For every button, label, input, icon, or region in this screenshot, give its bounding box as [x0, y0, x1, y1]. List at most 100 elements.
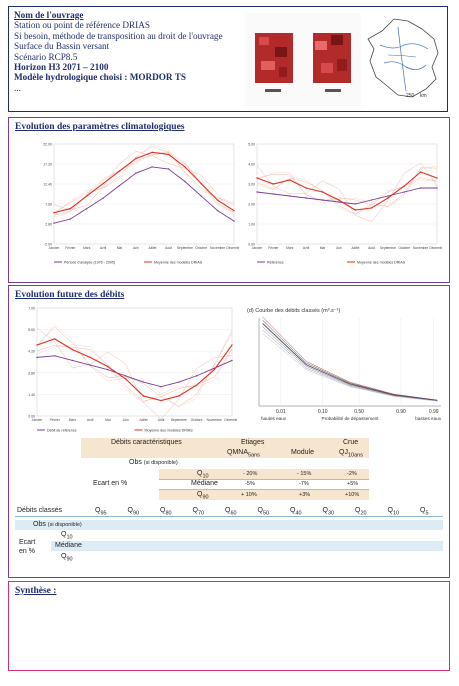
- classified-flows-table: Débits classés Q95 Q90 Q80 Q70 Q60 Q50 Q40 Q30 Q…: [15, 506, 443, 570]
- x-tick-label: Août: [368, 246, 375, 250]
- x-tick-label: Octobre: [398, 246, 410, 250]
- x-tick-label: Février: [50, 418, 61, 422]
- table1-sub-qj: QJ10ans: [339, 449, 363, 459]
- data-point: [167, 168, 170, 170]
- data-point: [184, 180, 186, 183]
- x-tick-label: Janvier: [32, 418, 44, 422]
- table1-q10-module: - 15%: [297, 471, 312, 477]
- flow-section-title: Evolution future des débits: [15, 290, 125, 300]
- duration-curve: [262, 316, 438, 401]
- model-line: [36, 327, 233, 420]
- data-point: [178, 395, 180, 397]
- data-point: [53, 222, 55, 224]
- data-point: [107, 369, 109, 371]
- series-line: [256, 187, 437, 205]
- data-point: [305, 197, 307, 199]
- duration-curve: [262, 329, 438, 402]
- data-point: [216, 209, 219, 212]
- data-point: [195, 384, 198, 386]
- table1-q90-qj: +10%: [345, 492, 360, 498]
- data-point: [213, 369, 215, 371]
- x-tick-label: Août: [158, 418, 165, 422]
- data-point: [256, 191, 258, 193]
- model-line: [36, 345, 233, 402]
- data-point: [321, 191, 324, 193]
- y-tick-label: 0.00: [28, 415, 35, 419]
- data-point: [354, 209, 356, 211]
- x-tick-label: Janvier: [252, 246, 264, 250]
- plot-area: [53, 143, 235, 245]
- table2-column-header: Q10: [387, 507, 400, 517]
- legend-label: Période d'analyse (1976 - 2005): [64, 260, 115, 264]
- data-point: [118, 184, 121, 187]
- y-tick-label: 2.00: [248, 203, 255, 207]
- project-name: Nom de l'ouvrage: [14, 10, 84, 20]
- y-tick-label: 3.00: [248, 183, 255, 187]
- data-point: [195, 375, 198, 377]
- model-line: [53, 145, 235, 213]
- x-tick-label: 0.10: [318, 409, 328, 415]
- scale-unit: km: [420, 93, 427, 99]
- y-tick-label: 1.40: [28, 393, 35, 397]
- data-point: [151, 166, 153, 168]
- x-tick-label: Novembre: [207, 418, 222, 422]
- data-point: [160, 385, 162, 388]
- table2-ecart-label: Ecart en %: [19, 539, 36, 555]
- x-tick-label: Mars: [83, 246, 91, 250]
- data-point: [89, 356, 91, 359]
- data-point: [69, 207, 72, 210]
- x-tick-label: Décembre: [224, 418, 237, 422]
- x-label-left: hautes eaux: [261, 416, 287, 421]
- data-point: [354, 203, 356, 205]
- table2-column-header: Q40: [290, 507, 302, 517]
- x-label-mid: Probabilité de dépassement: [322, 416, 380, 421]
- data-point: [53, 212, 55, 214]
- y-tick-label: 2.80: [28, 371, 35, 375]
- ellipsis-line: ...: [14, 82, 21, 93]
- table1-sub-module: Module: [291, 449, 314, 456]
- data-point: [167, 153, 170, 156]
- data-point: [54, 338, 56, 340]
- data-point: [419, 171, 422, 173]
- data-point: [36, 344, 38, 346]
- data-point: [216, 199, 219, 201]
- y-tick-label: 5.60: [28, 328, 35, 332]
- data-point: [86, 207, 88, 210]
- x-tick-label: Septembre: [380, 246, 396, 250]
- table1-row-q90-label: Q90: [197, 491, 209, 501]
- table1-q90-qmna: + 10%: [241, 492, 257, 498]
- x-tick-label: Décembre: [226, 246, 239, 250]
- data-point: [436, 187, 438, 189]
- data-point: [71, 359, 74, 362]
- data-point: [135, 157, 137, 160]
- legend-label: Moyenne des modèles DRIAS: [154, 260, 203, 264]
- data-point: [289, 179, 291, 181]
- data-point: [289, 195, 291, 197]
- y-tick-label: -2.00: [44, 243, 52, 247]
- data-point: [272, 183, 275, 185]
- table1-sub-qmna: QMNA5ans: [227, 449, 260, 459]
- x-tick-label: Janvier: [49, 246, 61, 250]
- model-line: [53, 150, 235, 216]
- x-tick-label: Février: [65, 246, 76, 250]
- data-point: [387, 195, 389, 197]
- data-point: [118, 170, 121, 172]
- series-line: [53, 151, 235, 214]
- data-point: [69, 218, 72, 220]
- x-tick-label: 0.01: [276, 409, 286, 415]
- flow-section: Evolution future des débits 0.00 1.40 2.80…: [8, 285, 450, 578]
- data-point: [102, 197, 104, 199]
- series-line: [36, 338, 233, 402]
- data-point: [387, 197, 389, 199]
- synthesis-title: Synthèse :: [15, 586, 57, 596]
- data-point: [419, 187, 422, 189]
- table1-header-label: Débits caractéristiques: [111, 439, 182, 446]
- table2-column-header: Q95: [95, 507, 107, 517]
- data-point: [231, 344, 233, 346]
- x-tick-label: Juin: [133, 246, 139, 250]
- data-point: [403, 191, 405, 193]
- table1-q10-qj: -2%: [347, 471, 357, 477]
- table2-row-median-label: Médiane: [55, 542, 82, 549]
- legend-label: Moyenne des modèles DRIAS: [357, 260, 406, 264]
- y-tick-label: 4.00: [248, 163, 255, 167]
